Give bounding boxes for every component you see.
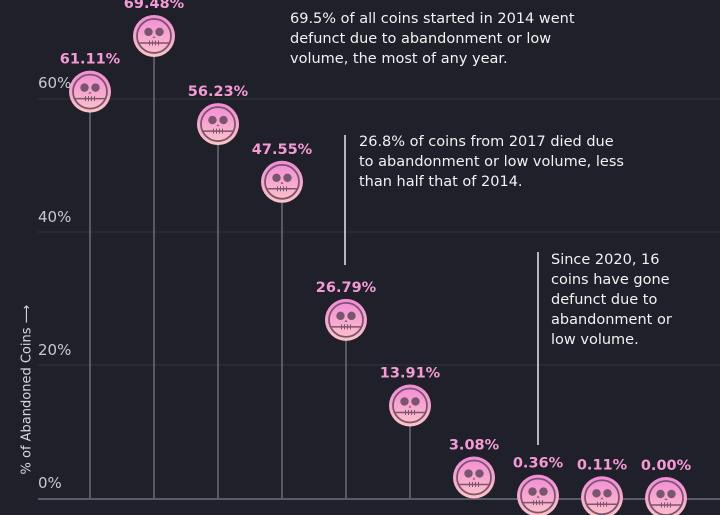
marker-circle [197, 103, 239, 146]
skull-eye [400, 397, 409, 406]
skull-nose [600, 497, 604, 500]
skull-marker-icon [133, 14, 175, 57]
skull-eye [528, 487, 537, 496]
data-label: 3.08% [449, 438, 500, 454]
skull-eye [283, 173, 292, 182]
data-label: 0.11% [577, 457, 628, 473]
data-label: 56.23% [188, 84, 249, 100]
skull-nose [280, 181, 284, 184]
marker-ring [72, 73, 108, 110]
skull-eye [464, 469, 473, 478]
skull-marker-icon [453, 456, 495, 499]
y-tick-label: 0% [38, 474, 62, 492]
skull-nose [152, 35, 156, 38]
data-label: 26.79% [316, 280, 377, 296]
y-axis-title: % of Abandoned Coins ⟶ [19, 304, 35, 475]
skull-nose [216, 124, 220, 127]
skull-eye [603, 489, 612, 498]
skull-eye [592, 489, 601, 498]
marker-circle [645, 477, 687, 515]
marker-ring [328, 301, 364, 338]
skull-eye [656, 489, 665, 499]
marker-ring [648, 480, 684, 515]
skull-eye [667, 489, 676, 499]
y-tick-label: 20% [38, 341, 72, 359]
annotation-2020: Since 2020, 16 coins have gone defunct d… [551, 252, 672, 348]
skull-eye [336, 311, 345, 321]
skull-eye [475, 469, 484, 478]
skull-eye [219, 115, 228, 125]
skull-eye [144, 27, 153, 37]
skull-eye [91, 83, 100, 92]
marker-ring [456, 459, 492, 496]
data-label: 0.00% [641, 458, 692, 474]
marker-ring [584, 479, 620, 515]
skull-eye [411, 397, 420, 406]
y-tick-label: 60% [38, 74, 72, 92]
data-label: 0.36% [513, 456, 564, 472]
marker-ring [264, 163, 300, 200]
marker-ring [392, 387, 428, 424]
skull-nose [664, 498, 668, 500]
skull-eye [155, 27, 164, 37]
skull-nose [344, 319, 348, 322]
skull-marker-icon [69, 70, 111, 113]
data-label: 47.55% [252, 142, 313, 158]
skull-eye [347, 311, 356, 321]
skull-marker-icon [581, 476, 623, 515]
skull-nose [536, 495, 540, 498]
skull-marker-icon [645, 477, 687, 515]
skull-marker-icon [197, 103, 239, 146]
skull-nose [472, 477, 476, 480]
annotation-2017: 26.8% of coins from 2017 died due to aba… [359, 134, 624, 190]
skull-marker-icon [261, 160, 303, 203]
skull-nose [408, 405, 412, 408]
skull-eye [272, 173, 281, 182]
data-label: 13.91% [380, 365, 441, 381]
annotation-2014: 69.5% of all coins started in 2014 went … [290, 11, 575, 67]
skull-eye [80, 83, 89, 92]
skull-eye [208, 115, 217, 125]
y-tick-label: 40% [38, 208, 72, 226]
skull-eye [539, 487, 548, 496]
marker-ring [200, 106, 236, 142]
marker-ring [136, 18, 172, 54]
data-label: 61.11% [60, 52, 121, 68]
skull-marker-icon [389, 384, 431, 427]
skull-nose [88, 91, 92, 94]
marker-ring [520, 477, 556, 514]
skull-marker-icon [325, 298, 367, 341]
marker-circle [581, 476, 623, 515]
skull-marker-icon [517, 474, 559, 515]
data-label: 69.48% [124, 0, 185, 12]
marker-circle [517, 474, 559, 515]
